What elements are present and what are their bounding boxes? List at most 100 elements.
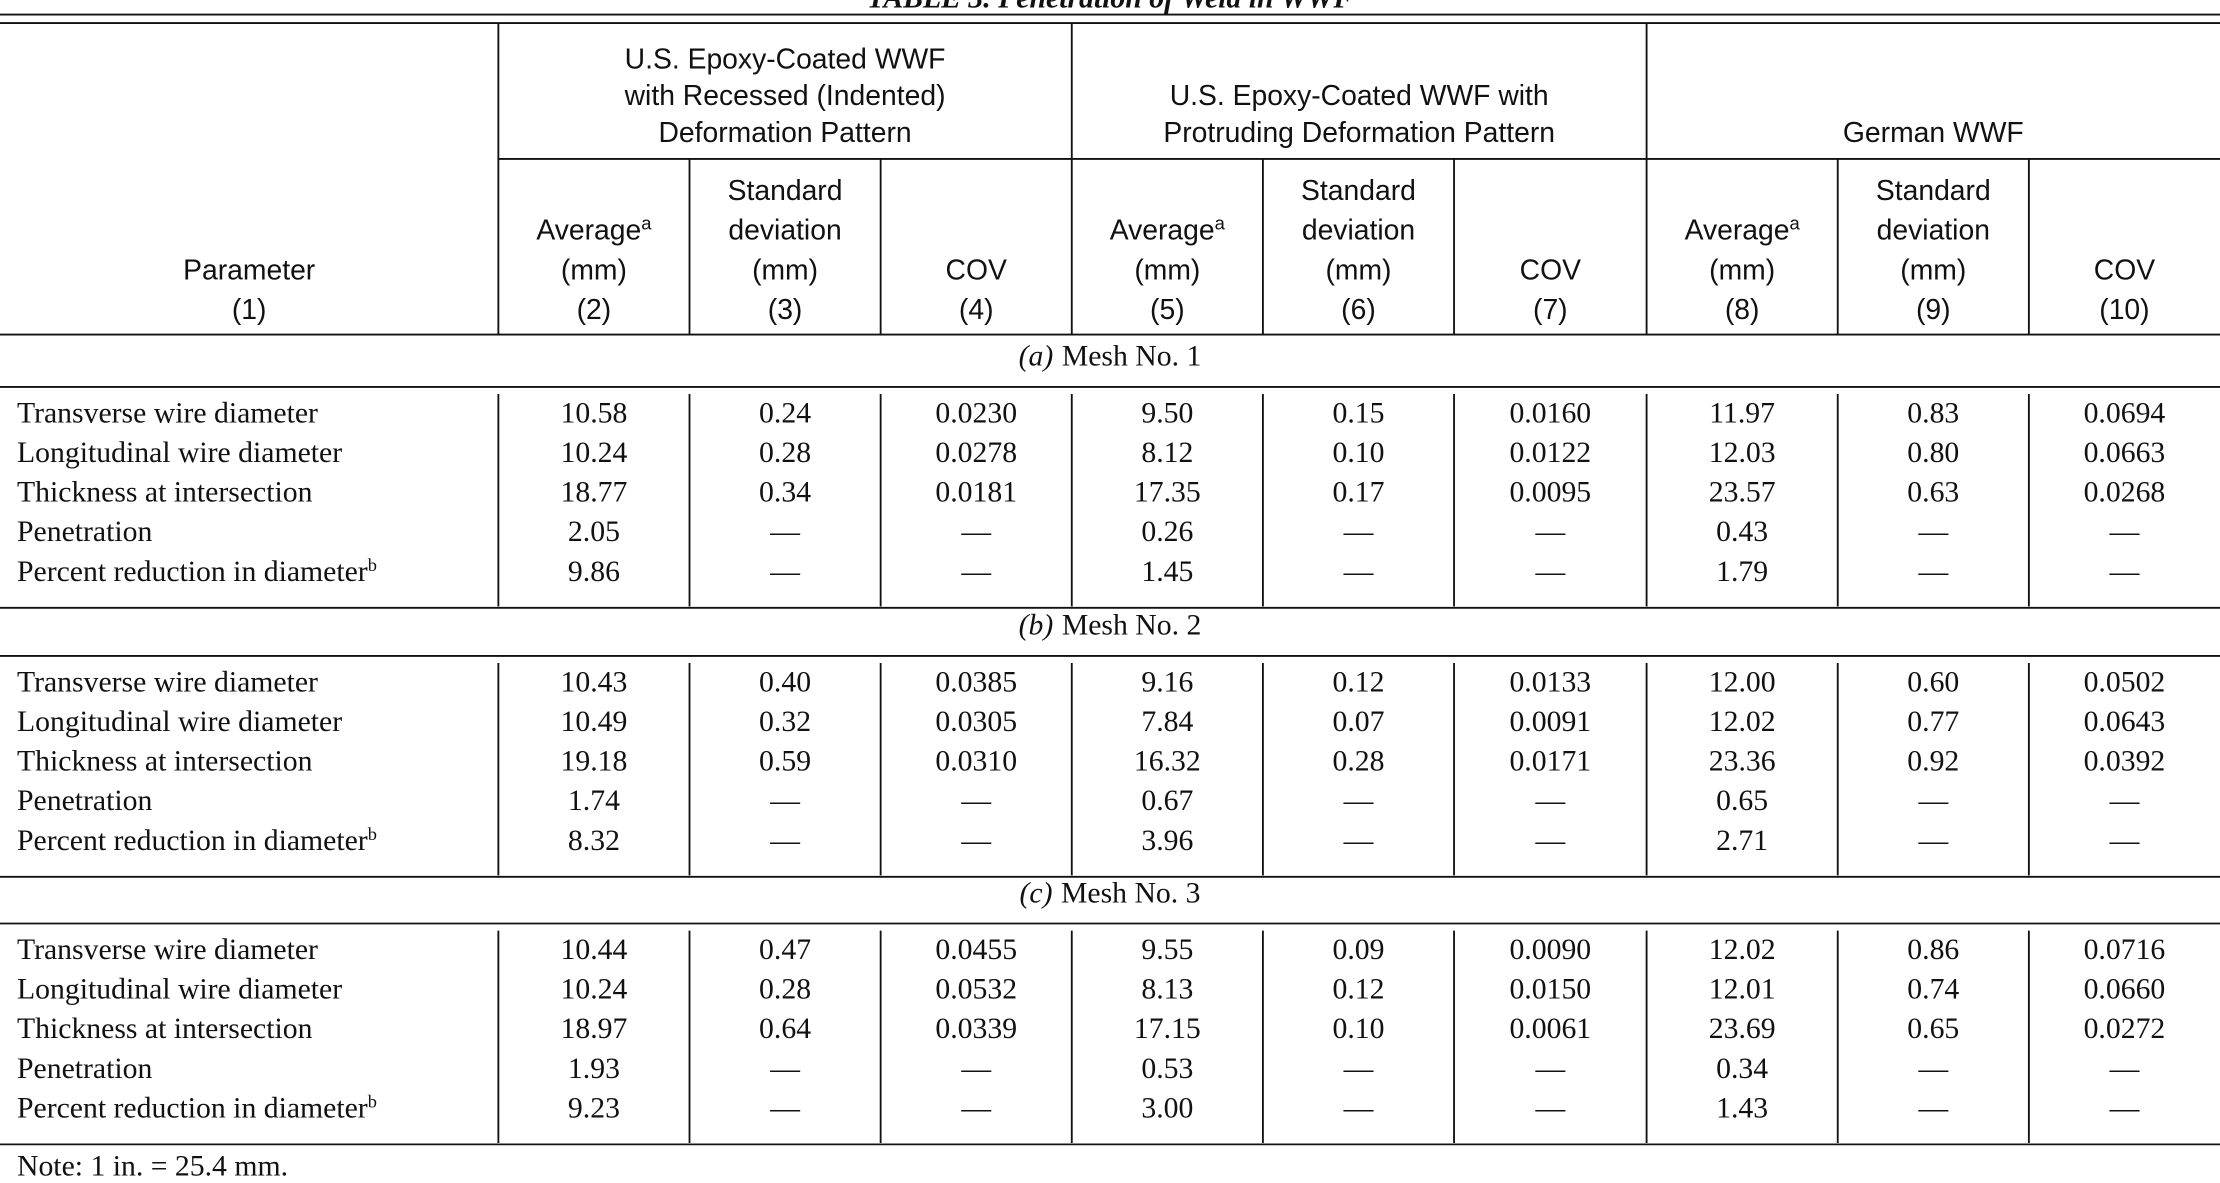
cell-value: — (1534, 785, 1565, 817)
cell-value: 0.0133 (1509, 666, 1591, 698)
column-header: deviation (1877, 214, 1990, 246)
group-header: with Recessed (Indented) (624, 79, 946, 111)
parameter-name: Longitudinal wire diameter (17, 437, 342, 469)
cell-value: — (1534, 516, 1565, 548)
superscript: a (1215, 212, 1226, 233)
cell-value: — (769, 556, 800, 588)
cell-value: 0.53 (1141, 1053, 1193, 1085)
cell-value: 9.50 (1141, 397, 1193, 429)
cell-value: 0.0532 (935, 974, 1017, 1006)
cell-value: 0.59 (759, 746, 811, 778)
parameter-name: Penetration (17, 1053, 152, 1085)
parameter-name: Transverse wire diameter (17, 397, 318, 429)
column-header: COV (1520, 253, 1581, 285)
table-title: TABLE 3. Penetration of Weld in WWF (867, 0, 1353, 14)
cell-value: 0.86 (1907, 934, 1959, 966)
cell-value: 0.0455 (935, 934, 1017, 966)
cell-value: 23.36 (1709, 746, 1776, 778)
cell-value: — (960, 1092, 991, 1124)
cell-value: 0.28 (1332, 746, 1384, 778)
cell-value: 0.0272 (2084, 1013, 2166, 1045)
cell-value: 10.24 (560, 974, 627, 1006)
cell-value: 0.10 (1332, 1013, 1384, 1045)
cell-value: 0.0339 (935, 1013, 1017, 1045)
cell-value: 0.10 (1332, 437, 1384, 469)
cell-value: 0.0310 (935, 746, 1017, 778)
cell-value: — (1917, 1053, 1948, 1085)
cell-value: 0.17 (1332, 477, 1384, 509)
cell-value: 0.0663 (2084, 437, 2166, 469)
cell-value: 23.69 (1709, 1013, 1776, 1045)
column-header: Averagea (1685, 212, 1801, 246)
parameter-name: Thickness at intersection (17, 477, 313, 509)
cell-value: 0.74 (1907, 974, 1959, 1006)
column-header: (mm) (1134, 253, 1200, 285)
cell-value: 0.24 (759, 397, 811, 429)
column-header: (mm) (752, 253, 818, 285)
group-header: U.S. Epoxy-Coated WWF with (1170, 79, 1549, 111)
column-header: (6) (1341, 293, 1376, 325)
section-name: Mesh No. 3 (1061, 877, 1201, 909)
cell-value: 0.0305 (935, 706, 1017, 738)
cell-value: 0.0160 (1509, 397, 1591, 429)
cell-value: — (1343, 785, 1374, 817)
cell-value: 0.0385 (935, 666, 1017, 698)
cell-value: 16.32 (1134, 746, 1201, 778)
cell-value: 0.0502 (2084, 666, 2166, 698)
cell-value: — (1343, 1092, 1374, 1124)
cell-value: 19.18 (560, 746, 627, 778)
cell-value: 0.0278 (935, 437, 1017, 469)
cell-value: — (1917, 556, 1948, 588)
cell-value: — (769, 825, 800, 857)
cell-value: 0.0181 (935, 477, 1017, 509)
cell-value: 18.97 (560, 1013, 627, 1045)
cell-value: 12.02 (1709, 706, 1776, 738)
cell-value: 0.32 (759, 706, 811, 738)
cell-value: 0.65 (1716, 785, 1768, 817)
cell-value: 18.77 (560, 477, 627, 509)
cell-value: 7.84 (1141, 706, 1193, 738)
cell-value: — (1343, 516, 1374, 548)
group-header: Protruding Deformation Pattern (1163, 116, 1555, 148)
cell-value: 0.47 (759, 934, 811, 966)
cell-value: 0.0091 (1509, 706, 1591, 738)
cell-value: — (960, 825, 991, 857)
cell-value: 10.49 (560, 706, 627, 738)
cell-value: 11.97 (1709, 397, 1775, 429)
cell-value: 23.57 (1709, 477, 1776, 509)
cell-value: — (2109, 516, 2140, 548)
superscript: b (368, 824, 377, 844)
cell-value: 3.96 (1141, 825, 1193, 857)
cell-value: — (769, 785, 800, 817)
column-header: Standard (728, 174, 843, 206)
cell-value: — (1917, 516, 1948, 548)
cell-value: 0.26 (1141, 516, 1193, 548)
parameter-name: Penetration (17, 516, 152, 548)
cell-value: — (1343, 1053, 1374, 1085)
section-label: (c) (1020, 877, 1053, 909)
superscript: b (368, 555, 377, 575)
cell-value: 12.03 (1709, 437, 1776, 469)
column-header: (4) (959, 293, 994, 325)
cell-value: — (769, 1092, 800, 1124)
cell-value: — (1917, 825, 1948, 857)
cell-value: 12.01 (1709, 974, 1776, 1006)
section-label: (b) (1019, 610, 1054, 642)
parameter-name: Transverse wire diameter (17, 934, 318, 966)
cell-value: 10.43 (560, 666, 627, 698)
column-header: (3) (768, 293, 803, 325)
cell-value: 0.28 (759, 437, 811, 469)
cell-value: 0.0660 (2084, 974, 2166, 1006)
cell-value: 17.15 (1134, 1013, 1201, 1045)
cell-value: 0.60 (1907, 666, 1959, 698)
parameter-name: Penetration (17, 785, 152, 817)
cell-value: 17.35 (1134, 477, 1201, 509)
cell-value: 0.67 (1141, 785, 1193, 817)
cell-value: 12.00 (1709, 666, 1776, 698)
section-name: Mesh No. 2 (1062, 610, 1202, 642)
cell-value: 0.34 (1716, 1053, 1768, 1085)
parameter-name: Percent reduction in diameterb (17, 824, 377, 857)
cell-value: 0.0090 (1509, 934, 1591, 966)
